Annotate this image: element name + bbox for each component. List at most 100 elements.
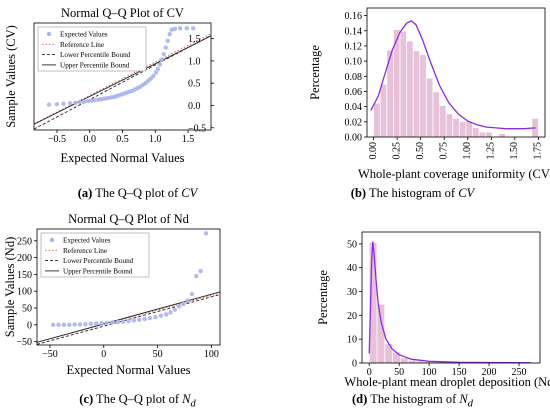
y-axis-label-d: Percentage [316, 270, 330, 325]
caption-c-label: (c) [79, 392, 94, 406]
plot-area-d [368, 241, 533, 363]
histogram-bar [392, 352, 400, 363]
data-point [172, 26, 178, 31]
legend-a: Expected Values Reference Line Lower Perce… [37, 26, 147, 72]
x-axis-label-c: Expected Normal Values [66, 363, 190, 377]
histogram-bar [400, 358, 408, 363]
legend-entry: Upper Percentile Bound [63, 268, 133, 276]
y-tick-label-b: 0.14 [345, 26, 363, 37]
legend-marker [46, 31, 52, 37]
data-point [189, 291, 195, 297]
histogram-bar [393, 30, 400, 137]
data-point [61, 322, 67, 328]
legend-box [37, 26, 147, 72]
caption-a-text: The Q–Q plot of [92, 186, 182, 200]
density-curve [370, 20, 536, 130]
legend-entry: Lower Percentile Bound [60, 51, 131, 59]
caption-d-label: (d) [352, 392, 368, 406]
data-point [104, 320, 110, 326]
caption-c-text: The Q–Q plot of [93, 392, 183, 406]
x-tick-label-b: 0.50 [415, 142, 426, 160]
caption-d: (d) The histogram of Nd [275, 392, 550, 410]
chart-c: −50 0 50 100 −50 0 50 100 150 200 250 Expected Norm… [3, 212, 221, 377]
y-tick-label-c: 0 [27, 320, 32, 331]
x-tick-label-d: 200 [482, 367, 497, 378]
y-axis-label-a: Sample Values (CV) [4, 25, 18, 128]
y-tick-label-b: 0.12 [345, 41, 363, 52]
histogram-bar [369, 242, 377, 363]
histogram-bar [380, 84, 387, 137]
y-tick-label-a: −0.5 [188, 123, 206, 134]
legend-entry: Upper Percentile Bound [60, 62, 130, 70]
x-tick-label-c: 50 [153, 349, 163, 360]
histogram-bar [416, 361, 424, 363]
x-tick-label-d: 0 [367, 367, 372, 378]
x-tick-label-d: 150 [452, 367, 467, 378]
data-point [50, 322, 56, 328]
chart-b: 0.00 0.25 0.50 0.75 1.00 1.25 1.50 1.75 0.00 0.02… [308, 7, 550, 181]
x-axis-label-a: Expected Normal Values [60, 151, 184, 165]
caption-b: (b) The histogram of CV [275, 186, 550, 201]
data-point [89, 98, 94, 103]
data-point [115, 319, 120, 325]
data-point [158, 313, 163, 318]
caption-c-sub: d [190, 398, 196, 410]
y-tick-label-d: 30 [347, 287, 357, 298]
data-point [176, 304, 182, 309]
data-point [194, 273, 199, 279]
x-tick-label-b: 0.75 [439, 142, 450, 160]
y-tick-label-a: 1.5 [188, 34, 201, 45]
x-tick-label-b: 1.75 [533, 142, 544, 160]
chart-a: −0.5 0.0 0.5 1.0 1.5−0.50.00.51.01.5Expected… [4, 6, 214, 165]
legend-marker [49, 237, 55, 243]
data-point [56, 322, 61, 328]
data-point [126, 318, 131, 324]
y-tick-label-c: 250 [17, 236, 32, 247]
legend-c: Expected Values Reference Line Lower Perce… [40, 232, 150, 278]
x-tick-label-b: 1.50 [509, 142, 520, 160]
data-point [94, 321, 99, 326]
legend-entry: Expected Values [60, 31, 108, 39]
data-point [77, 322, 83, 327]
x-axis-label-d: Whole-plant mean droplet deposition (Nd) [344, 375, 550, 389]
histogram-bar [387, 50, 393, 137]
y-tick-label-b: 0.10 [345, 57, 363, 68]
data-point [88, 321, 94, 327]
y-tick-label-b: 0.16 [345, 11, 363, 22]
legend-entry: Expected Values [63, 237, 111, 245]
caption-b-var: CV [458, 186, 475, 200]
y-tick-label-c: 200 [17, 253, 32, 264]
data-point [153, 70, 159, 75]
data-point [165, 38, 170, 44]
data-point [168, 310, 173, 315]
y-tick-label-a: 1.0 [188, 56, 201, 67]
x-tick-label-d: 100 [422, 367, 437, 378]
histogram-bar [385, 343, 393, 363]
caption-b-label: (b) [350, 186, 367, 200]
data-point [142, 316, 147, 322]
series-line-upper-percentile-bound [37, 291, 220, 343]
histogram-bar [479, 132, 486, 137]
plot-frame-b [366, 7, 546, 138]
x-tick-label-b: 0.00 [368, 142, 379, 160]
histogram-bar [472, 127, 479, 137]
data-point [99, 320, 104, 326]
y-tick-label-b: 0.08 [345, 72, 363, 83]
caption-b-text: The histogram of [366, 186, 459, 200]
data-point [131, 318, 137, 323]
data-point [177, 26, 183, 31]
x-tick-label-a: −0.5 [48, 134, 66, 145]
x-tick-label-c: −50 [42, 349, 58, 360]
data-point [185, 298, 190, 303]
data-point [86, 98, 91, 104]
data-point [77, 99, 83, 105]
histogram-bar [420, 55, 426, 137]
caption-a-label: (a) [77, 186, 93, 200]
data-point [83, 321, 88, 327]
data-point [191, 26, 196, 31]
data-point [172, 307, 177, 312]
data-point [153, 314, 158, 320]
y-tick-label-b: 0.06 [345, 87, 363, 98]
plot-frame-c [36, 228, 221, 346]
